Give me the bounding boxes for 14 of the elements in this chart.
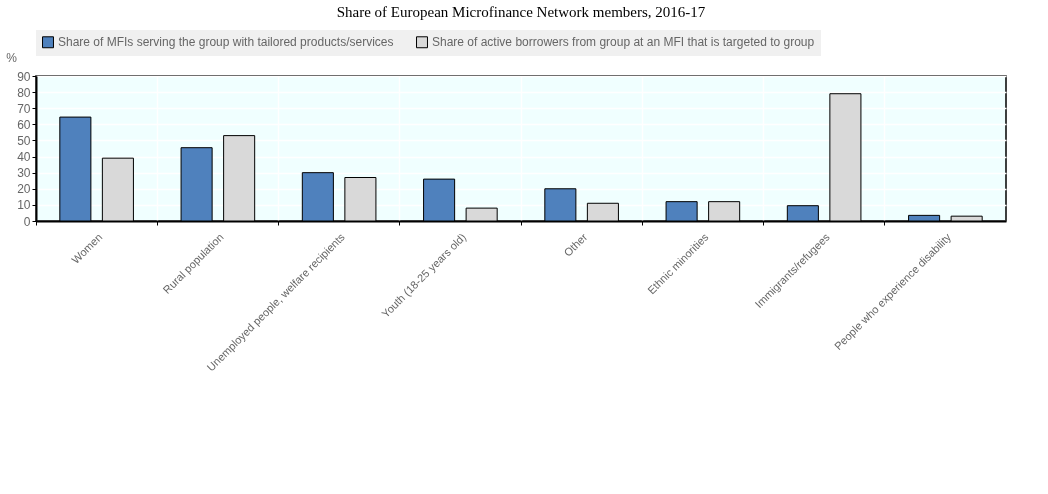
y-tick-label: 70	[17, 101, 31, 116]
y-axis-title: %	[6, 50, 18, 65]
legend-label: Share of active borrowers from group at an MFI that is targeted to group	[432, 35, 815, 50]
y-tick-label: 30	[17, 166, 31, 181]
chart-title: Share of European Microfinance Network members, 2016-17	[336, 4, 706, 20]
y-tick-label: 0	[23, 214, 31, 229]
y-tick-label: 50	[17, 133, 31, 148]
y-tick-label: 10	[17, 198, 31, 213]
y-tick-label: 90	[17, 69, 31, 84]
y-tick-label: 20	[17, 182, 31, 197]
y-tick-label: 80	[17, 85, 31, 100]
y-tick-label: 60	[17, 117, 31, 132]
y-tick-label: 40	[17, 150, 31, 165]
legend-label: Share of MFIs serving the group with tailored products/services	[58, 35, 394, 50]
